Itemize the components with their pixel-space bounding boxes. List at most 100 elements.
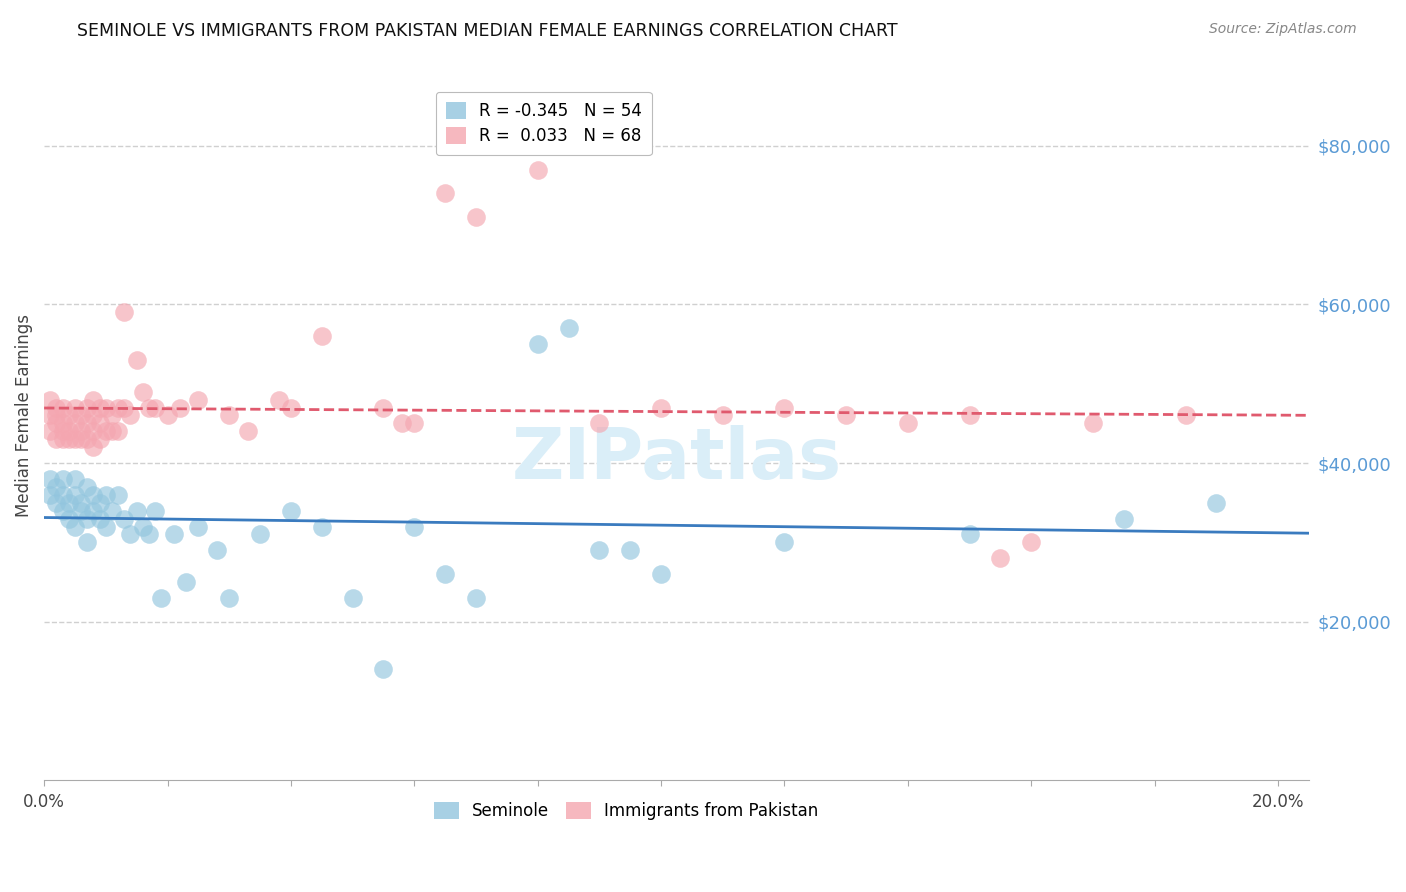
Point: [76, 535, 98, 549]
Point: [52, 401, 75, 415]
Point: [82, 425, 104, 439]
Point: [138, 527, 160, 541]
Point: [187, 519, 209, 533]
Point: [557, 321, 579, 335]
Point: [120, 409, 142, 423]
Point: [70, 503, 93, 517]
Point: [169, 401, 191, 415]
Point: [76, 417, 98, 431]
Point: [773, 401, 796, 415]
Point: [773, 535, 796, 549]
Point: [52, 472, 75, 486]
Point: [45, 480, 67, 494]
Point: [101, 425, 124, 439]
Point: [94, 425, 117, 439]
Point: [897, 417, 920, 431]
Point: [1081, 417, 1104, 431]
Point: [588, 543, 610, 558]
Y-axis label: Median Female Earnings: Median Female Earnings: [15, 314, 32, 517]
Point: [58, 511, 80, 525]
Point: [526, 337, 548, 351]
Point: [174, 575, 197, 590]
Point: [990, 551, 1012, 566]
Point: [835, 409, 858, 423]
Point: [404, 519, 426, 533]
Point: [52, 425, 75, 439]
Point: [138, 401, 160, 415]
Point: [58, 432, 80, 446]
Point: [63, 432, 86, 446]
Point: [58, 409, 80, 423]
Point: [125, 353, 148, 368]
Point: [156, 409, 179, 423]
Point: [89, 417, 111, 431]
Point: [82, 503, 104, 517]
Point: [342, 591, 364, 605]
Point: [45, 432, 67, 446]
Point: [218, 409, 240, 423]
Point: [89, 511, 111, 525]
Text: SEMINOLE VS IMMIGRANTS FROM PAKISTAN MEDIAN FEMALE EARNINGS CORRELATION CHART: SEMINOLE VS IMMIGRANTS FROM PAKISTAN MED…: [77, 22, 898, 40]
Point: [1205, 496, 1227, 510]
Point: [526, 162, 548, 177]
Point: [39, 488, 62, 502]
Point: [89, 496, 111, 510]
Point: [52, 503, 75, 517]
Point: [63, 472, 86, 486]
Point: [112, 511, 135, 525]
Point: [39, 392, 62, 407]
Point: [218, 591, 240, 605]
Point: [52, 488, 75, 502]
Point: [89, 401, 111, 415]
Point: [163, 527, 186, 541]
Point: [82, 440, 104, 454]
Point: [52, 432, 75, 446]
Point: [120, 527, 142, 541]
Point: [619, 543, 641, 558]
Point: [711, 409, 734, 423]
Point: [63, 401, 86, 415]
Point: [101, 503, 124, 517]
Point: [1174, 409, 1197, 423]
Point: [434, 186, 457, 201]
Point: [107, 488, 129, 502]
Point: [76, 480, 98, 494]
Point: [45, 496, 67, 510]
Point: [82, 409, 104, 423]
Point: [1019, 535, 1042, 549]
Point: [52, 417, 75, 431]
Point: [76, 432, 98, 446]
Point: [63, 417, 86, 431]
Point: [107, 401, 129, 415]
Point: [39, 425, 62, 439]
Point: [39, 472, 62, 486]
Point: [205, 543, 228, 558]
Point: [94, 519, 117, 533]
Point: [959, 527, 981, 541]
Point: [373, 401, 395, 415]
Point: [132, 384, 155, 399]
Point: [45, 409, 67, 423]
Point: [311, 519, 333, 533]
Point: [89, 432, 111, 446]
Point: [187, 392, 209, 407]
Text: ZIPatlas: ZIPatlas: [512, 425, 842, 494]
Point: [76, 401, 98, 415]
Point: [70, 496, 93, 510]
Point: [143, 503, 166, 517]
Point: [82, 392, 104, 407]
Point: [112, 305, 135, 319]
Point: [58, 425, 80, 439]
Point: [373, 662, 395, 676]
Point: [70, 432, 93, 446]
Point: [94, 401, 117, 415]
Point: [70, 409, 93, 423]
Point: [267, 392, 290, 407]
Point: [465, 211, 488, 225]
Point: [404, 417, 426, 431]
Point: [76, 511, 98, 525]
Point: [465, 591, 488, 605]
Point: [143, 401, 166, 415]
Point: [959, 409, 981, 423]
Point: [70, 425, 93, 439]
